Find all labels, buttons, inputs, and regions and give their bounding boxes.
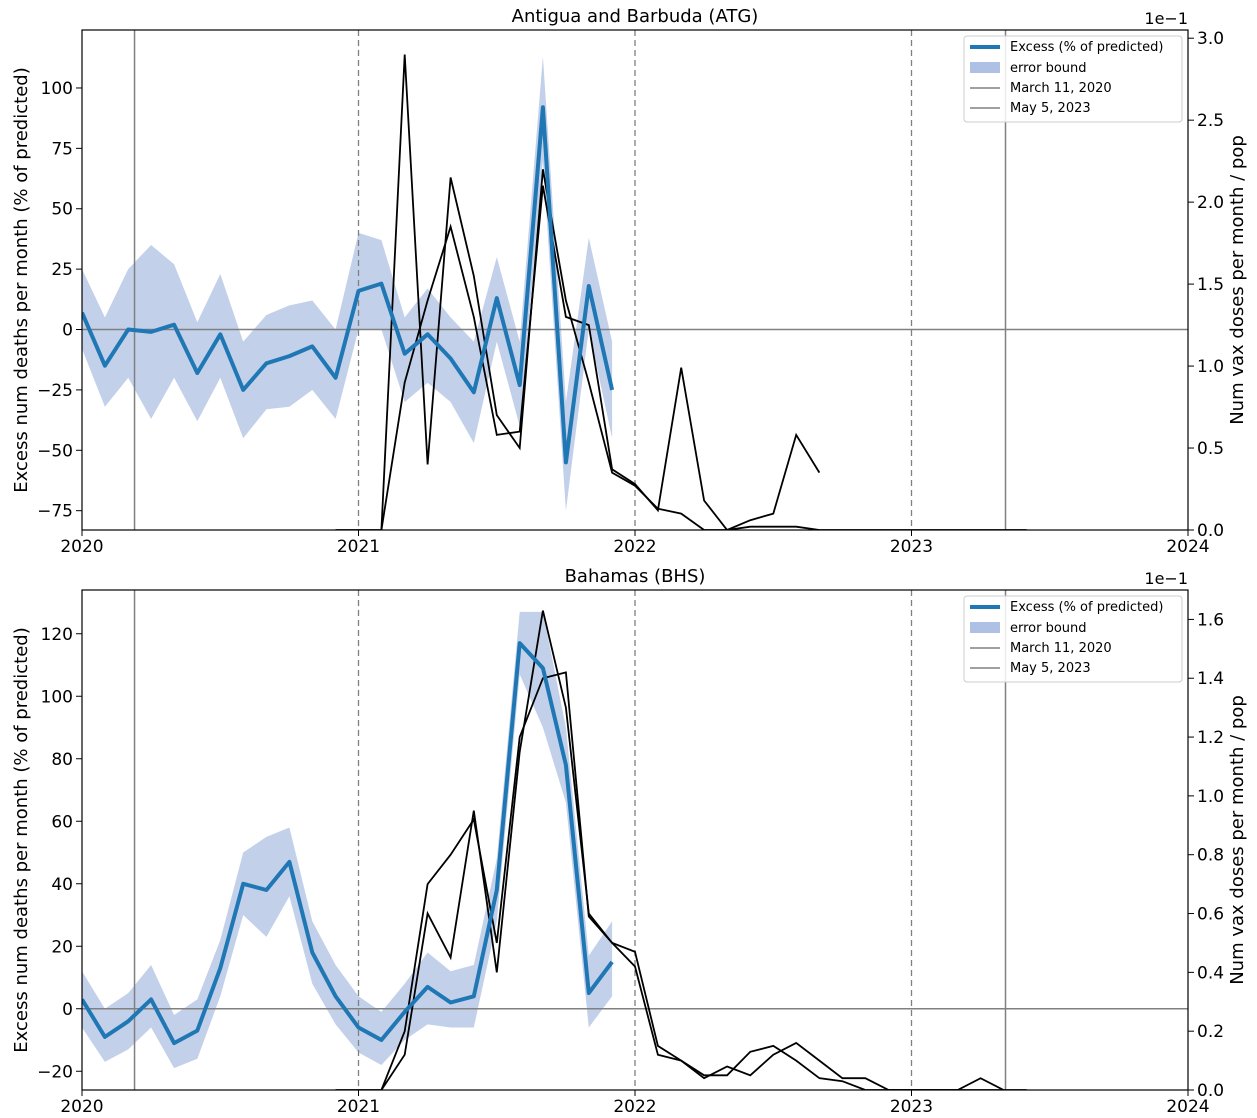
excess-line [82, 105, 615, 465]
y2-tick-label: 1.5 [1197, 275, 1224, 295]
legend-box [963, 595, 1183, 683]
legend-box [963, 35, 1183, 123]
y2-tick-label: 0.2 [1197, 1022, 1224, 1042]
y2-tick-label: 1.2 [1197, 728, 1224, 748]
chart-title: Bahamas (BHS) [565, 566, 706, 587]
legend: Excess (% of predicted) error bound Marc… [963, 595, 1183, 683]
y2-tick-label: 0.0 [1197, 1081, 1224, 1101]
x-tick-label: 2021 [337, 537, 380, 557]
y2-tick-label: 1.0 [1197, 357, 1224, 377]
x-tick-label: 2023 [890, 537, 933, 557]
y2-axis-label: Num vax doses per month / pop [1227, 695, 1248, 985]
y2-tick-label: 1.0 [1197, 787, 1224, 807]
excess-line [82, 641, 614, 1046]
y-tick-label: −25 [37, 381, 73, 401]
y-tick-label: 0 [62, 321, 73, 341]
vax-doses-line-1 [335, 610, 1027, 1090]
vax-doses-line-2 [380, 671, 1005, 1090]
y-tick-label: 120 [41, 625, 73, 645]
y2-tick-label: 2.0 [1197, 193, 1224, 213]
y-tick-label: 60 [51, 812, 73, 832]
y-tick-label: 0 [62, 1000, 73, 1020]
y2-tick-label: 2.5 [1197, 111, 1224, 131]
x-tick-label: 2022 [613, 537, 656, 557]
y-tick-label: 20 [51, 937, 73, 957]
y2-tick-label: 0.6 [1197, 905, 1224, 925]
legend-label-may: May 5, 2023 [1010, 661, 1091, 676]
y2-tick-label: 0.4 [1197, 963, 1224, 983]
chart-panel-bhs: Bahamas (BHS) 1e−1 Excess num deaths per… [11, 566, 1248, 1117]
y-tick-label: −20 [37, 1062, 73, 1082]
y2-offset-text: 1e−1 [1144, 9, 1188, 28]
legend-error-swatch [970, 622, 1000, 633]
error-band [82, 56, 613, 511]
chart-panel-atg: Antigua and Barbuda (ATG) 1e−1 Excess nu… [11, 6, 1248, 557]
legend-label-error: error bound [1010, 621, 1087, 636]
y-axis-label: Excess num deaths per month (% of predic… [11, 627, 32, 1052]
x-tick-label: 2021 [337, 1097, 380, 1117]
legend-label-excess: Excess (% of predicted) [1010, 600, 1163, 615]
legend-label-excess: Excess (% of predicted) [1010, 40, 1163, 55]
y-tick-label: 75 [51, 139, 73, 159]
y2-tick-label: 0.8 [1197, 846, 1224, 866]
x-tick-label: 2024 [1166, 1097, 1209, 1117]
legend: Excess (% of predicted) error bound Marc… [963, 35, 1183, 123]
vax-doses-line-2 [380, 185, 821, 530]
y-tick-label: −50 [37, 441, 73, 461]
y-tick-label: 80 [51, 750, 73, 770]
legend-label-march: March 11, 2020 [1010, 641, 1112, 656]
x-tick-label: 2023 [890, 1097, 933, 1117]
legend-label-may: May 5, 2023 [1010, 101, 1091, 116]
y2-tick-label: 3.0 [1197, 29, 1224, 49]
y-tick-label: 100 [41, 687, 73, 707]
y2-offset-text: 1e−1 [1144, 569, 1188, 588]
y-tick-label: −75 [37, 502, 73, 522]
vax-doses-line-1 [335, 54, 1027, 530]
legend-label-march: March 11, 2020 [1010, 81, 1112, 96]
error-band [82, 611, 613, 1069]
plot-layer [82, 30, 1188, 530]
x-tick-label: 2022 [613, 1097, 656, 1117]
x-tick-label: 2020 [60, 537, 103, 557]
axes-layer: 2020 2021 2022 2023 2024 −20 0 20 40 60 80 100 120 0.… [37, 610, 1224, 1117]
y2-axis-label: Num vax doses per month / pop [1227, 135, 1248, 425]
chart-title: Antigua and Barbuda (ATG) [512, 6, 759, 27]
y-axis-label: Excess num deaths per month (% of predic… [11, 67, 32, 492]
y-tick-label: 50 [51, 200, 73, 220]
y2-tick-label: 0.5 [1197, 439, 1224, 459]
y-tick-label: 100 [41, 79, 73, 99]
legend-label-error: error bound [1010, 61, 1087, 76]
x-tick-label: 2020 [60, 1097, 103, 1117]
plot-layer [82, 590, 1188, 1090]
y2-tick-label: 0.0 [1197, 521, 1224, 541]
y-tick-label: 40 [51, 875, 73, 895]
y-tick-label: 25 [51, 260, 73, 280]
legend-error-swatch [970, 62, 1000, 73]
axes-layer: 2020 2021 2022 2023 2024 −75 −50 −25 0 25 50 75 100 0… [37, 29, 1224, 557]
y2-tick-label: 1.6 [1197, 610, 1224, 630]
series-group [82, 590, 1188, 1090]
x-tick-label: 2024 [1166, 537, 1209, 557]
series-group [82, 30, 1188, 530]
y2-tick-label: 1.4 [1197, 669, 1224, 689]
